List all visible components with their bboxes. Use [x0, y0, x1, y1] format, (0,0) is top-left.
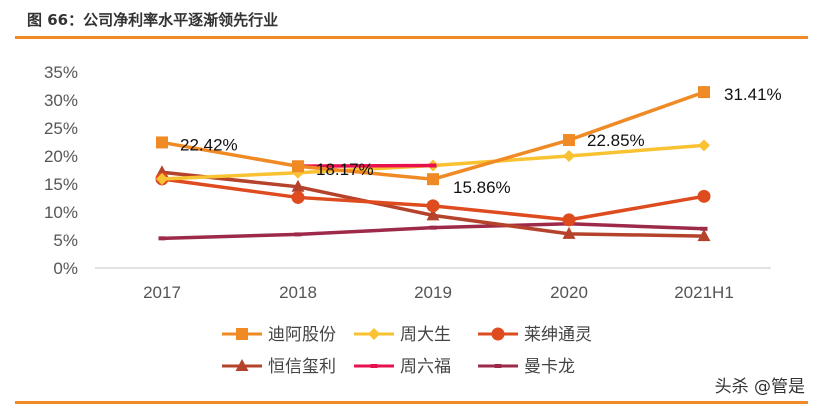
square-marker	[427, 173, 439, 186]
square-marker	[292, 160, 304, 173]
legend-label: 周大生	[400, 325, 451, 345]
watermark: 头杀 @管是	[714, 377, 805, 397]
circle-marker	[426, 199, 440, 213]
diamond-marker	[563, 150, 575, 162]
square-marker	[698, 86, 710, 99]
top-rule	[15, 36, 808, 39]
x-tick-label: 2020	[550, 283, 588, 302]
bottom-rule	[15, 401, 808, 404]
data-label: 18.17%	[316, 160, 374, 179]
triangle-marker	[291, 179, 305, 192]
dash-marker	[429, 163, 437, 168]
data-label: 15.86%	[453, 178, 511, 197]
y-tick-label: 5%	[53, 231, 78, 250]
diamond-marker	[368, 328, 380, 340]
y-tick-label: 30%	[44, 91, 78, 110]
x-tick-label: 2018	[279, 283, 317, 302]
circle-marker	[697, 189, 711, 203]
x-tick-label: 2021H1	[674, 283, 734, 302]
series-6	[158, 221, 708, 241]
circle-marker	[291, 190, 305, 204]
legend-item: 莱绅通灵	[478, 325, 592, 345]
circle-marker	[491, 327, 505, 341]
diamond-marker	[698, 139, 710, 152]
dash-marker	[158, 236, 166, 241]
dash-marker	[700, 226, 708, 231]
legend-item: 周大生	[354, 325, 451, 345]
data-label: 31.41%	[724, 85, 782, 104]
legend-item: 迪阿股份	[222, 325, 336, 345]
legend-item: 周六福	[354, 357, 451, 377]
figure-title: 图 66：公司净利率水平逐渐领先行业	[27, 11, 279, 29]
legend-label: 莱绅通灵	[524, 325, 592, 345]
dash-marker	[429, 225, 437, 230]
y-tick-label: 25%	[44, 119, 78, 138]
triangle-marker	[562, 226, 576, 239]
legend-label: 恒信玺利	[268, 357, 336, 377]
legend-label: 周六福	[400, 357, 451, 377]
square-marker	[236, 328, 248, 340]
square-marker	[563, 134, 575, 147]
legend-item: 曼卡龙	[478, 357, 575, 377]
y-tick-label: 10%	[44, 203, 78, 222]
circle-marker	[562, 213, 576, 227]
legend-item: 恒信玺利	[222, 357, 336, 377]
x-tick-label: 2019	[414, 283, 452, 302]
legend-label: 迪阿股份	[268, 325, 336, 345]
dash-marker	[494, 364, 502, 368]
data-label: 22.85%	[587, 131, 645, 150]
triangle-marker	[697, 229, 711, 242]
legend-label: 曼卡龙	[524, 357, 575, 377]
series-line	[297, 163, 434, 168]
triangle-marker	[235, 359, 249, 371]
dash-marker	[370, 364, 378, 368]
diamond-marker	[156, 172, 168, 185]
data-label: 22.42%	[180, 135, 238, 154]
series-3	[155, 172, 711, 227]
y-tick-label: 35%	[44, 63, 78, 82]
dash-marker	[294, 232, 302, 237]
y-tick-label: 0%	[53, 259, 78, 278]
y-tick-label: 15%	[44, 175, 78, 194]
triangle-marker	[426, 208, 440, 221]
y-tick-label: 20%	[44, 147, 78, 166]
square-marker	[156, 136, 168, 149]
x-tick-label: 2017	[143, 283, 181, 302]
series-1	[156, 86, 710, 186]
